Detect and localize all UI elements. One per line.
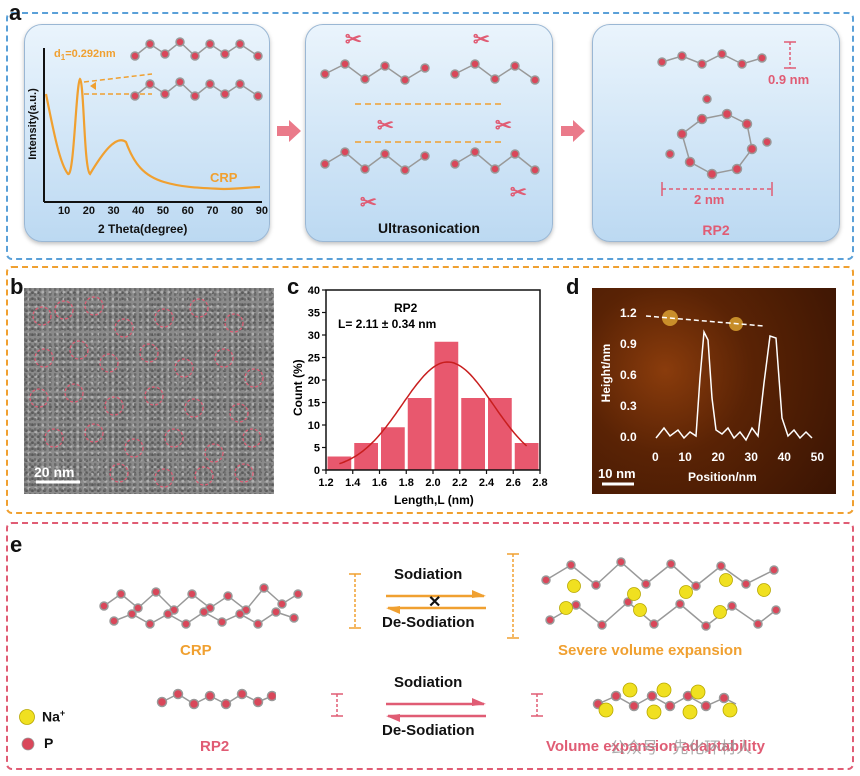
y-tick-label: 30: [308, 330, 320, 342]
panel-e-frame: [6, 522, 854, 770]
expanded-crp-molecule: [541, 557, 781, 631]
panel-d-label: d: [566, 274, 580, 299]
rp2-caption: RP2: [702, 222, 730, 238]
panel-a-label: a: [9, 0, 22, 25]
afm-xlabel: Position/nm: [688, 470, 757, 484]
svg-text:✂: ✂: [345, 29, 362, 51]
rp2-molecule: [156, 688, 276, 710]
y-tick-label: 10: [308, 420, 320, 432]
x-tick-label: 1.2: [318, 477, 333, 489]
bottom-desodiation-label: De-Sodiation: [382, 722, 475, 739]
svg-text:✂: ✂: [495, 115, 512, 137]
hist-title: RP2: [394, 301, 418, 315]
panel-a-frame: [6, 12, 854, 260]
x-tick-label: 1.6: [372, 477, 387, 489]
crp-chain-graphic: [130, 37, 263, 101]
panel-c-label: c: [287, 274, 300, 299]
x-tick-label: 2.2: [452, 477, 467, 489]
bottom-right-caption: Volume expansion adaptability: [546, 738, 765, 755]
hist-stat: L= 2.11 ± 0.34 nm: [338, 317, 436, 331]
irreversible-cross-icon: ✕: [428, 594, 442, 611]
afm-scale-label: 10 nm: [598, 466, 636, 481]
top-equilibrium-arrows: [386, 590, 486, 614]
histogram-bar: [381, 427, 405, 470]
xrd-xticks: 10 20 30 40 50 60 70 80 90: [58, 205, 268, 217]
afm-xticks: 0 10 20 30 40 50: [652, 450, 824, 464]
panel-e-label: e: [10, 532, 23, 557]
hist-xlabel: Length,L (nm): [394, 493, 474, 507]
y-tick-label: 40: [308, 285, 320, 297]
xrd-d-spacing: d1=0.292nm: [54, 48, 116, 63]
rp2-card: [592, 24, 840, 242]
rp2-width-label: 2 nm: [694, 192, 725, 207]
sodiated-rp2-molecule: [592, 682, 738, 720]
rp2-dimension-marker: [331, 693, 343, 717]
top-sodiation-label: Sodiation: [394, 566, 463, 583]
histogram-bar: [407, 398, 432, 470]
expansion-dimension-marker: [507, 553, 519, 639]
y-tick-label: 25: [308, 353, 320, 365]
x-tick-label: 2.4: [479, 477, 495, 489]
top-desodiation-label: De-Sodiation: [382, 614, 475, 631]
svg-text:✂: ✂: [473, 29, 490, 51]
histogram-bar: [488, 398, 512, 470]
histogram-chart: 0 5 10 15 20 25 30 35 40 1.2 1.4 1.6 1.8 2.0 2.2 2.4 2.…: [291, 285, 548, 507]
histogram-bar: [434, 341, 459, 470]
ultrasonication-graphic: ✂ ✂ ✂ ✂ ✂ ✂: [320, 29, 540, 214]
ultrasonication-caption: Ultrasonication: [378, 220, 480, 236]
y-tick-label: 5: [314, 443, 320, 455]
y-tick-label: 20: [308, 375, 320, 387]
xrd-card: [24, 24, 270, 242]
crp-molecule: [99, 583, 303, 629]
x-tick-label: 1.8: [399, 477, 414, 489]
tem-circles: [29, 296, 264, 488]
panel-b-label: b: [10, 274, 24, 299]
top-left-caption: CRP: [180, 642, 212, 659]
xrd-plot: [43, 48, 262, 203]
panel-bcd-frame: [6, 266, 854, 514]
watermark: 公众号 · 先化环材人: [610, 740, 753, 757]
arrow-right-icon: [277, 120, 301, 142]
y-tick-label: 15: [308, 398, 320, 410]
afm-yticks: 1.2 0.9 0.6 0.3 0.0: [620, 306, 637, 444]
arrow-right-icon-2: [561, 120, 585, 142]
p-legend-icon: [21, 737, 35, 751]
bottom-sodiation-label: Sodiation: [394, 674, 463, 691]
xrd-curve: [44, 77, 261, 191]
afm-overlay: [602, 310, 813, 486]
xrd-ylabel: Intensity(a.u.): [27, 88, 39, 160]
xrd-xlabel: 2 Theta(degree): [98, 222, 188, 236]
top-right-caption: Severe volume expansion: [558, 642, 743, 659]
bottom-equilibrium-arrows: [386, 698, 486, 722]
x-tick-label: 2.8: [532, 477, 547, 489]
tem-scale-label: 20 nm: [34, 464, 75, 480]
gaussian-fit-curve: [339, 361, 528, 465]
histogram-bar: [514, 443, 539, 470]
x-tick-label: 2.6: [506, 477, 521, 489]
rp2-height-label: 0.9 nm: [768, 72, 810, 87]
x-tick-label: 2.0: [425, 477, 440, 489]
svg-text:✂: ✂: [510, 182, 527, 204]
bottom-left-caption: RP2: [200, 738, 230, 755]
svg-text:✂: ✂: [360, 192, 377, 214]
hist-ylabel: Count (%): [291, 359, 305, 416]
rp2-graphic: [657, 41, 796, 196]
p-legend-label: P: [44, 735, 54, 751]
x-tick-label: 1.4: [345, 477, 361, 489]
na-legend-label: Na+: [42, 708, 66, 725]
histogram-bar: [354, 443, 378, 470]
na-legend-icon: [19, 709, 35, 725]
y-tick-label: 35: [308, 308, 320, 320]
rp2-expansion-marker: [531, 693, 543, 717]
crp-dimension-marker: [349, 573, 361, 629]
xrd-series-label: CRP: [210, 170, 238, 185]
y-tick-label: 0: [314, 465, 320, 477]
histogram-bar: [461, 398, 485, 470]
svg-text:✂: ✂: [377, 115, 394, 137]
afm-ylabel: Height/nm: [599, 343, 613, 403]
